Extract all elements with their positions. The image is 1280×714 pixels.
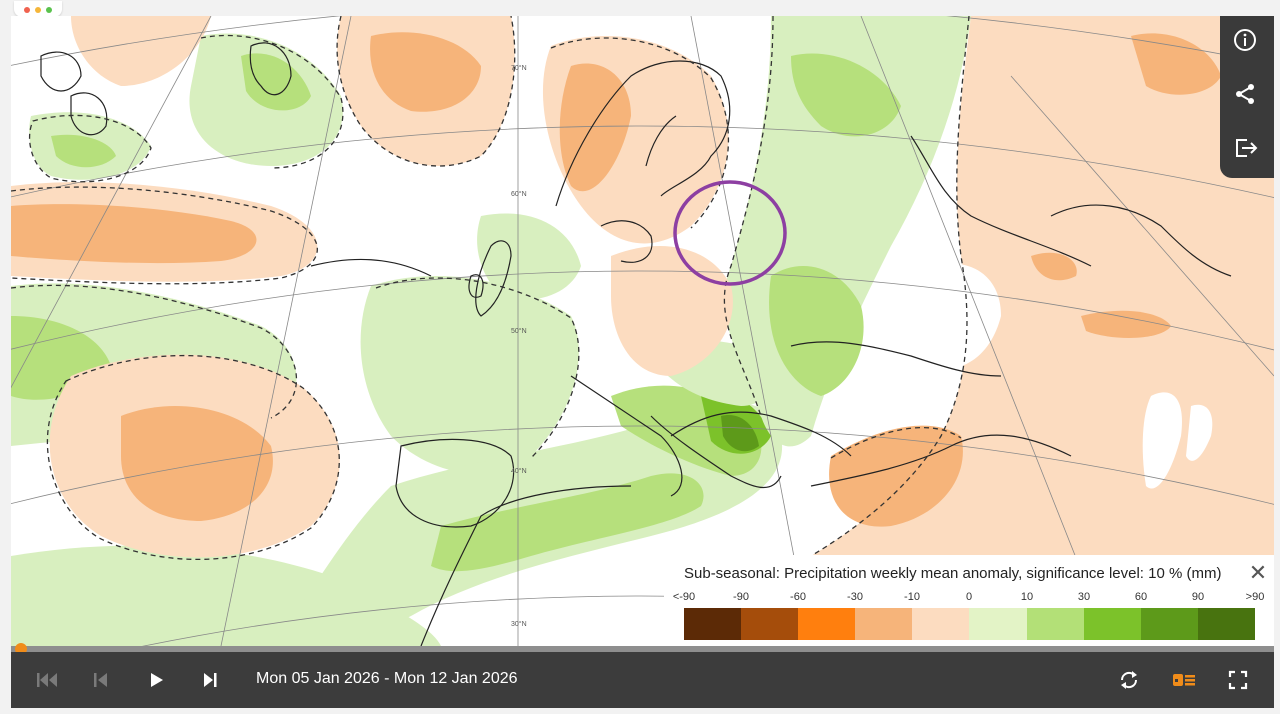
- legend-label: -10: [904, 591, 920, 603]
- legend-label: <-90: [672, 591, 696, 603]
- coastlines: [40, 42, 1232, 646]
- player-controls: Mon 05 Jan 2026 - Mon 12 Jan 2026: [11, 652, 1274, 708]
- legend-label: 60: [1134, 591, 1148, 603]
- lat-label-40: 40°N: [511, 467, 527, 475]
- legend-panel: Sub-seasonal: Precipitation weekly mean …: [664, 555, 1274, 646]
- legend-label: 90: [1191, 591, 1205, 603]
- significance-contours: [11, 16, 970, 560]
- legend-swatch: [1140, 608, 1198, 640]
- legend-label: -90: [733, 591, 749, 603]
- maximize-window-dot[interactable]: [46, 7, 52, 13]
- skip-first-icon[interactable]: [33, 666, 61, 694]
- side-toolbar: [1220, 16, 1274, 178]
- non-significant-areas: [866, 263, 1213, 489]
- loop-icon[interactable]: [1115, 666, 1143, 694]
- lat-label-50: 50°N: [511, 327, 527, 335]
- close-icon[interactable]: ✕: [1248, 560, 1268, 585]
- play-icon[interactable]: [142, 666, 170, 694]
- legend-swatch: [741, 608, 799, 640]
- legend-swatch: [1026, 608, 1084, 640]
- window-controls: [14, 1, 62, 17]
- graticule: [11, 16, 1274, 646]
- legend-labels: <-90 -90 -60 -30 -10 0 10 30 60 90 >90: [672, 591, 1265, 603]
- legend-swatch: [969, 608, 1027, 640]
- legend-swatch: [798, 608, 856, 640]
- legend-label: >90: [1245, 591, 1265, 603]
- legend-label: 30: [1077, 591, 1091, 603]
- lat-label-70: 70°N: [511, 64, 527, 72]
- map-canvas: 70°N 60°N 50°N 40°N 30°N: [11, 16, 1274, 646]
- legend-color-bar: [684, 608, 1255, 640]
- legend-swatch: [1197, 608, 1255, 640]
- lat-label-30: 30°N: [511, 620, 527, 628]
- lat-label-60: 60°N: [511, 190, 527, 198]
- legend-label: -30: [847, 591, 863, 603]
- legend-swatch: [912, 608, 970, 640]
- skip-next-icon[interactable]: [196, 666, 224, 694]
- legend-swatch: [684, 608, 742, 640]
- precipitation-anomaly-map[interactable]: 70°N 60°N 50°N 40°N 30°N Sub-seasonal: P…: [11, 16, 1274, 646]
- legend-label: 10: [1020, 591, 1034, 603]
- legend-label: -60: [790, 591, 806, 603]
- info-icon[interactable]: [1233, 28, 1261, 56]
- latitude-labels: 70°N 60°N 50°N 40°N 30°N: [511, 64, 527, 628]
- close-window-dot[interactable]: [24, 7, 30, 13]
- share-icon[interactable]: [1233, 82, 1261, 110]
- highlight-circle: [673, 180, 787, 286]
- date-range-label: Mon 05 Jan 2026 - Mon 12 Jan 2026: [256, 670, 518, 687]
- fullscreen-icon[interactable]: [1224, 666, 1252, 694]
- legend-title: Sub-seasonal: Precipitation weekly mean …: [684, 565, 1222, 582]
- legend-toggle-icon[interactable]: [1170, 666, 1198, 694]
- legend-swatch: [855, 608, 913, 640]
- export-icon[interactable]: [1233, 136, 1261, 164]
- skip-prev-icon[interactable]: [87, 666, 115, 694]
- minimize-window-dot[interactable]: [35, 7, 41, 13]
- legend-label: 0: [965, 591, 973, 603]
- legend-swatch: [1083, 608, 1141, 640]
